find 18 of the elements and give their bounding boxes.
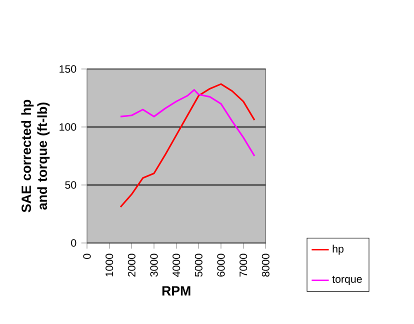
y-tick-label: 100 [60, 123, 76, 131]
y-tick-label: 50 [65, 181, 76, 189]
x-tick-label: 6000 [217, 254, 225, 277]
y-tick-label: 150 [60, 65, 76, 73]
x-tick-label: 2000 [128, 254, 136, 277]
line-series [120, 89, 256, 157]
legend-label: hp [332, 244, 344, 255]
x-tick-label: 3000 [150, 254, 158, 277]
x-tick-label: 8000 [262, 254, 270, 277]
x-tick-label: 0 [83, 254, 91, 259]
x-tick-label: 5000 [194, 254, 202, 277]
x-axis-title: RPM [162, 286, 190, 296]
x-tick-label: 7000 [240, 254, 248, 277]
x-tick-label: 4000 [172, 254, 180, 277]
y-tick-label: 0 [71, 239, 76, 247]
y-axis-title: SAE corrected hp and torque (ft-lb) [21, 100, 50, 212]
legend-label: torque [332, 276, 362, 285]
x-tick-label: 1000 [106, 254, 114, 276]
